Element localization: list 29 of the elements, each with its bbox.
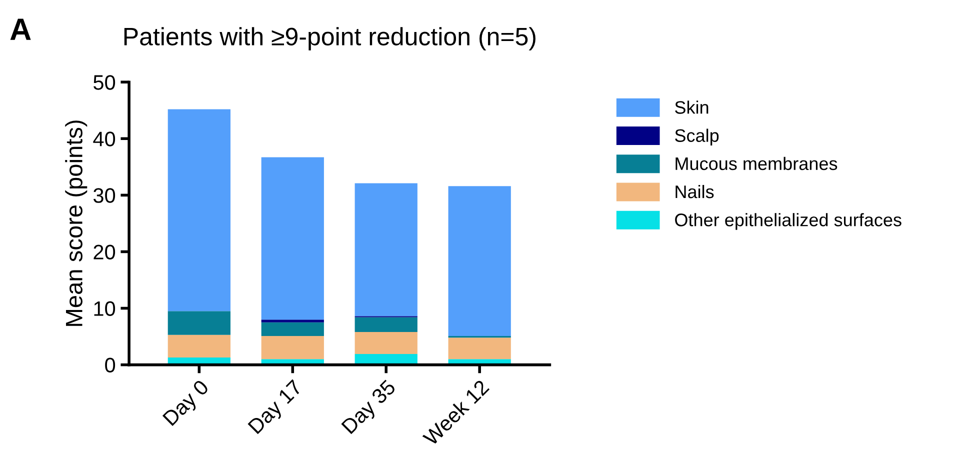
y-tick-label: 0 <box>105 358 116 373</box>
bar <box>261 320 324 322</box>
bar <box>168 334 230 358</box>
bar <box>448 186 511 336</box>
bar <box>448 338 511 360</box>
y-axis-title: Mean score (points) <box>65 120 88 326</box>
legend-label: Mucous membranes <box>676 156 838 170</box>
legend-label: Skin <box>675 100 708 114</box>
y-tick-label: 40 <box>93 132 116 146</box>
bar <box>168 311 230 335</box>
bar <box>261 336 324 360</box>
legend-label: Nails <box>676 184 714 198</box>
legend-label: Scalp <box>675 128 719 146</box>
bar <box>354 332 418 354</box>
y-tick-label: 50 <box>94 75 116 90</box>
x-tick-label: Day 17 <box>248 379 306 438</box>
x-tick-label: Day 0 <box>162 378 212 429</box>
chart-title: Patients with ≥9-point reduction (n=5) <box>124 27 536 50</box>
bar <box>168 109 230 312</box>
y-tick-label: 20 <box>94 244 116 260</box>
bar <box>354 317 418 332</box>
x-tick-label: Day 35 <box>341 379 400 438</box>
legend-label: Other epithelialized surfaces <box>675 213 902 230</box>
y-tick-label: 10 <box>94 301 116 316</box>
text: A <box>10 18 31 40</box>
bar <box>261 157 324 320</box>
bar <box>261 322 324 336</box>
bar <box>354 183 418 316</box>
y-tick-label: 30 <box>93 188 116 203</box>
